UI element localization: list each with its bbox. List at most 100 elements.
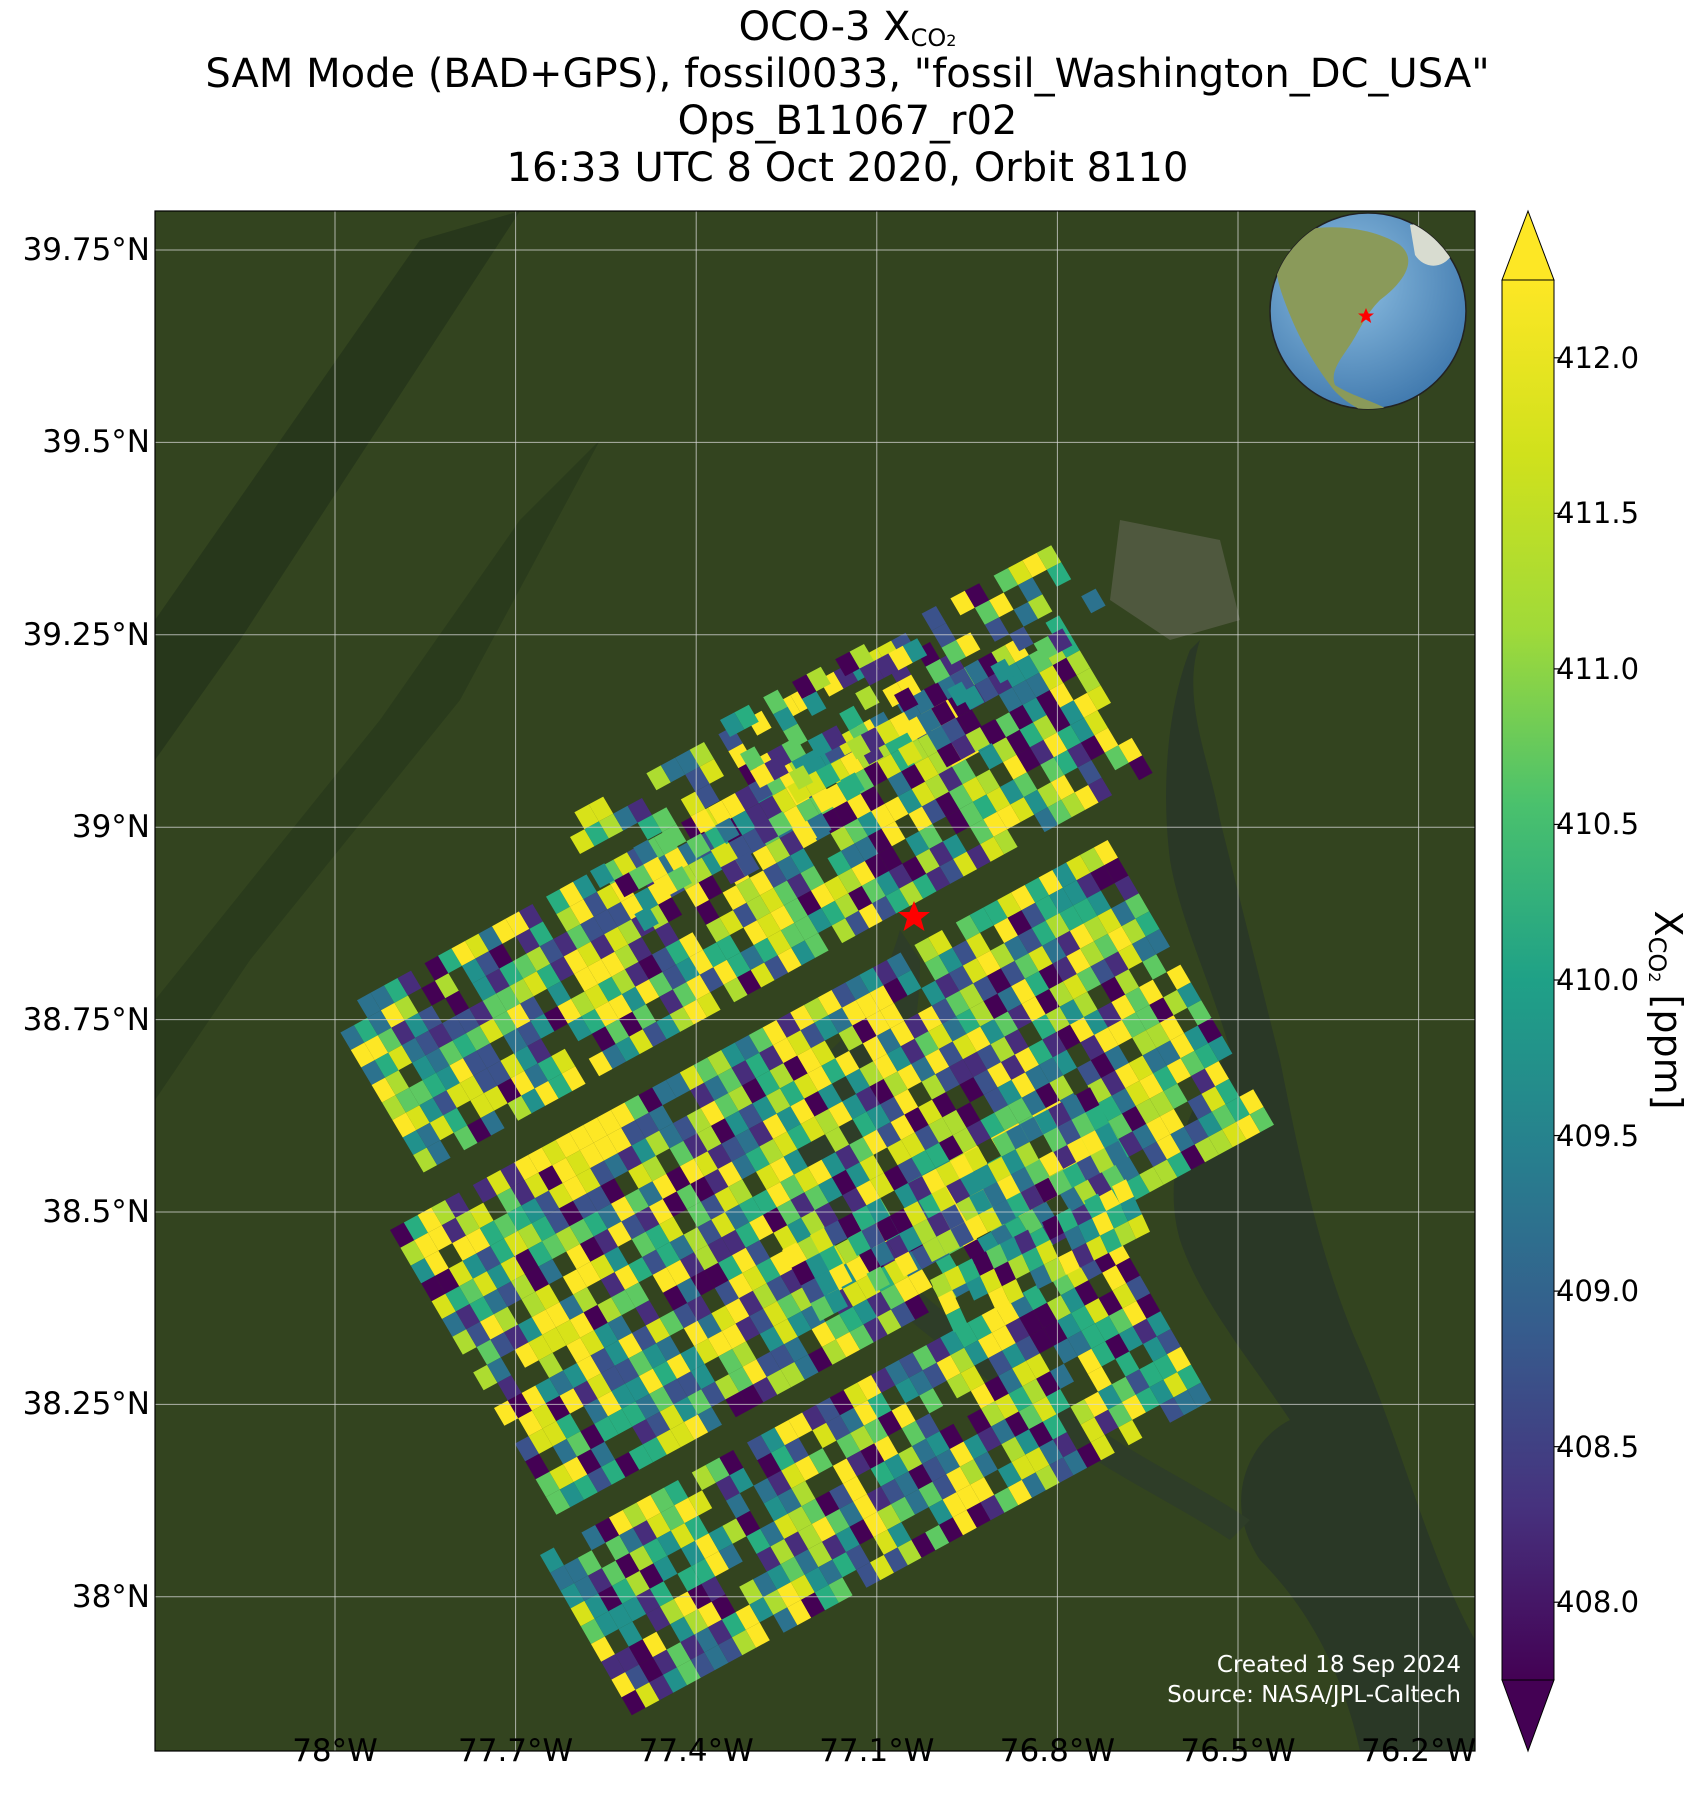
xco2-pixel [417, 1207, 442, 1233]
xco2-pixel [1035, 895, 1060, 921]
xco2-pixel [787, 1124, 812, 1150]
xco2-pixel [736, 1510, 761, 1537]
xco2-pixel [870, 1172, 895, 1198]
xco2-pixel [766, 838, 791, 863]
xco2-pixel [856, 1273, 881, 1300]
xco2-pixel [1058, 1250, 1080, 1275]
xco2-pixel [1078, 1218, 1100, 1243]
xco2-pixel [783, 723, 808, 749]
xco2-pixel [564, 1557, 588, 1584]
xco2-pixel [561, 1066, 586, 1092]
xco2-pixel [1080, 735, 1105, 761]
xco2-pixel [925, 774, 949, 800]
xco2-pixel [966, 844, 991, 870]
xco2-pixel [466, 1025, 490, 1051]
xco2-pixel [1030, 1264, 1052, 1290]
xco2-pixel [728, 1273, 753, 1299]
xco2-pixel [1166, 964, 1191, 990]
xco2-pixel [631, 1138, 656, 1164]
xco2-pixel [483, 1085, 508, 1111]
xco2-pixel [392, 1112, 417, 1138]
xco2-pixel [683, 1227, 708, 1253]
xco2-pixel [708, 800, 732, 826]
xco2-pixel [1007, 1004, 1032, 1030]
xco2-pixel [476, 1043, 501, 1069]
xco2-pixel [926, 866, 951, 892]
xco2-pixel [969, 907, 994, 933]
xco2-pixel [721, 1136, 746, 1162]
xco2-pixel [499, 961, 524, 987]
xco2-pixel [577, 941, 602, 967]
xco2-pixel [896, 674, 922, 700]
xco2-pixel [1104, 857, 1129, 884]
xco2-pixel [802, 1405, 827, 1431]
xco2-pixel [927, 1211, 951, 1237]
xco2-pixel [752, 1283, 777, 1309]
xco2-pixel [500, 1162, 525, 1188]
xco2-pixel [992, 737, 1017, 763]
xco2-pixel [377, 1027, 402, 1053]
xco2-pixel [918, 1481, 943, 1508]
xco2-pixel [472, 1177, 497, 1203]
xco2-pixel [697, 1125, 722, 1152]
xco2-pixel [1029, 1328, 1054, 1354]
xco2-pixel [569, 1218, 594, 1244]
xco2-pixel [823, 783, 848, 809]
xco2-pixel [1139, 1167, 1164, 1193]
xco2-pixel [611, 1196, 636, 1222]
xco2-pixel [656, 1014, 681, 1040]
xco2-pixel [1015, 1429, 1040, 1455]
xco2-pixel [701, 1576, 726, 1602]
xco2-pixel [897, 1157, 922, 1183]
xco2-pixel [645, 1318, 670, 1344]
xco2-pixel [781, 1463, 806, 1489]
xco2-pixel [636, 1495, 661, 1521]
xco2-pixel [1187, 1382, 1212, 1408]
xco2-pixel [731, 1060, 756, 1086]
xco2-pixel [780, 1174, 805, 1200]
xco2-pixel [1070, 717, 1095, 743]
xco2-pixel [1094, 933, 1119, 959]
xco2-pixel [1118, 1131, 1143, 1157]
xco2-pixel [853, 1400, 878, 1426]
xco2-pixel [1156, 1040, 1181, 1066]
xco2-pixel [835, 1238, 860, 1264]
xco2-pixel [681, 1540, 705, 1567]
xco2-pixel [397, 970, 422, 996]
xco2-pixel [604, 1246, 629, 1273]
xco2-pixel [562, 1269, 587, 1295]
xco2-pixel [694, 1338, 719, 1364]
xco2-pixel [1163, 989, 1188, 1016]
xco2-pixel [887, 1233, 912, 1259]
xco2-pixel [521, 1291, 546, 1318]
xco2-pixel [829, 1263, 853, 1289]
xco2-pixel [696, 992, 721, 1018]
xco2-pixel [904, 1107, 929, 1133]
xco2-pixel [850, 1425, 875, 1451]
xco2-pixel [548, 1073, 573, 1099]
xco2-pixel [745, 1622, 770, 1648]
xco2-pixel [694, 1533, 719, 1559]
xco2-pixel [1222, 1122, 1247, 1148]
xco2-pixel [860, 727, 886, 752]
xco2-pixel [704, 1262, 729, 1288]
xco2-pixel [631, 1231, 656, 1258]
xco2-pixel [514, 1155, 539, 1181]
xco2-pixel [854, 836, 879, 861]
xco2-pixel [435, 1268, 460, 1294]
xco2-pixel [615, 1646, 639, 1673]
xco2-pixel [438, 948, 462, 974]
xco2-swaths [340, 545, 1274, 1716]
xco2-pixel [949, 1059, 974, 1085]
xco2-pixel [776, 855, 801, 881]
xco2-pixel [673, 1396, 698, 1422]
xco2-pixel [576, 1261, 601, 1288]
xco2-pixel [1197, 1018, 1222, 1044]
xco2-pixel [621, 1689, 646, 1716]
xco2-pixel [402, 1130, 427, 1155]
xco2-pixel [983, 993, 1008, 1019]
xco2-pixel [550, 956, 575, 982]
xco2-pixel [856, 1562, 881, 1588]
xco2-pixel [506, 1003, 531, 1029]
xco2-pixel [688, 1490, 713, 1516]
